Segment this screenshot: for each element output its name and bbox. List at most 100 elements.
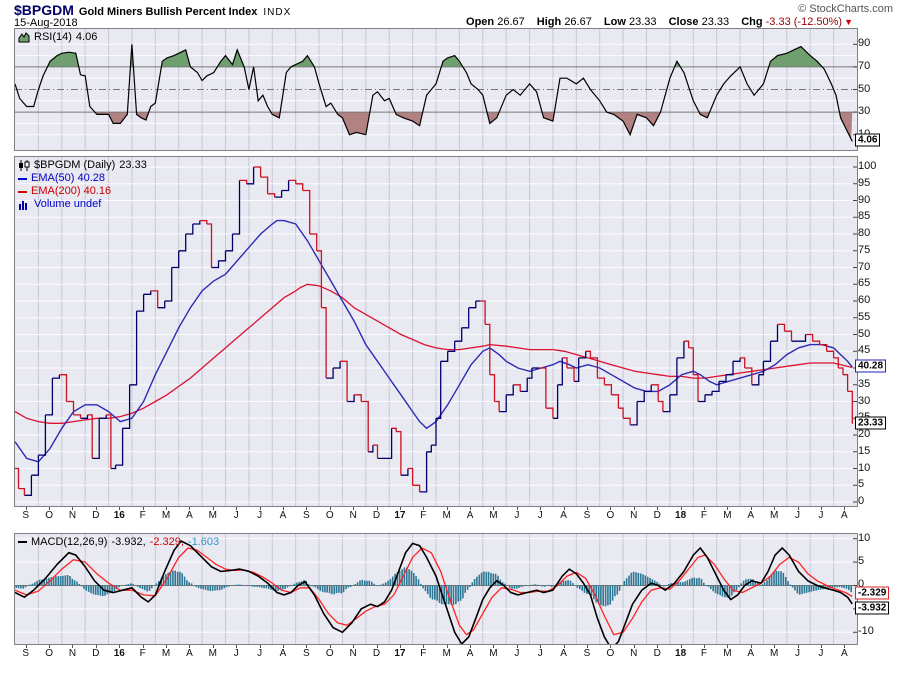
price-panel xyxy=(14,156,858,507)
y-axis-label: 15 xyxy=(858,444,871,457)
chart-header: $BPGDM Gold Miners Bullish Percent Index I… xyxy=(14,2,291,20)
x-axis-month-label: J xyxy=(537,648,543,659)
x-axis-tick xyxy=(587,645,589,648)
y-axis-label: 85 xyxy=(858,210,871,223)
y-axis-label: 5 xyxy=(858,478,865,491)
x-axis-month-label: 16 xyxy=(113,510,125,521)
ema200-dash-icon xyxy=(18,190,27,193)
rsi-legend-value: 4.06 xyxy=(75,31,98,43)
rsi-chart xyxy=(15,29,857,150)
x-axis-tick xyxy=(25,507,27,510)
y-axis-label: 50 xyxy=(858,82,871,95)
x-axis-month-label: M xyxy=(489,510,498,521)
x-axis-month-label: J xyxy=(257,510,263,521)
macd-value: -3.932, xyxy=(111,536,146,548)
x-axis-tick xyxy=(95,645,97,648)
x-axis-tick xyxy=(236,507,238,510)
x-axis-month-label: S xyxy=(22,510,30,521)
x-axis-tick xyxy=(306,507,308,510)
last-value-marker: 40.28 xyxy=(855,359,887,373)
stockcharts-copyright-link[interactable]: © StockCharts.com xyxy=(798,3,893,15)
macd-legend-label: MACD(12,26,9) xyxy=(31,536,108,548)
x-axis-month-label: J xyxy=(233,648,239,659)
x-axis-tick xyxy=(189,507,191,510)
x-axis-month-label: N xyxy=(630,648,638,659)
x-axis-tick xyxy=(727,507,729,510)
x-axis-tick xyxy=(446,507,448,510)
x-axis-tick xyxy=(516,645,518,648)
y-axis-label: 70 xyxy=(858,260,871,273)
x-axis-month-label: O xyxy=(606,510,615,521)
macd-signal-line xyxy=(15,547,853,636)
y-axis-label: 45 xyxy=(858,344,871,357)
price-legend-symbol: $BPGDM (Daily) xyxy=(34,159,116,171)
x-axis-tick xyxy=(423,645,425,648)
x-axis-month-label: A xyxy=(279,510,287,521)
x-axis-tick xyxy=(563,645,565,648)
x-axis-month-label: M xyxy=(161,648,171,659)
y-axis-label: 70 xyxy=(858,59,871,72)
x-axis-month-label: A xyxy=(466,648,474,659)
price-chart xyxy=(15,157,857,506)
x-axis-month-label: J xyxy=(257,648,263,659)
x-axis-month-label: 18 xyxy=(675,510,687,521)
x-axis-tick xyxy=(470,507,472,510)
x-axis-month-label: D xyxy=(653,648,661,659)
x-axis-main: S O N D 16 F M A M J J A S O N D 17 F M A M J J A S O N D 18 F M A M J J A xyxy=(14,507,856,527)
y-axis-label: 10 xyxy=(858,531,871,544)
x-axis-month-label: F xyxy=(139,510,146,521)
macd-histogram xyxy=(15,567,852,607)
x-axis-tick xyxy=(236,645,238,648)
last-value-marker: -2.329 xyxy=(855,586,890,600)
y-axis-label: 35 xyxy=(858,377,871,390)
x-axis-tick xyxy=(72,645,74,648)
price-y-axis: 1009590858075706560555045403530252015105… xyxy=(858,156,900,507)
x-axis-month-label: N xyxy=(349,648,357,659)
x-axis-tick xyxy=(540,507,542,510)
x-axis-month-label: J xyxy=(514,510,520,521)
x-axis-month-label: A xyxy=(840,510,848,521)
x-axis-tick xyxy=(329,507,331,510)
x-axis-month-label: A xyxy=(747,510,755,521)
y-axis-label: 0 xyxy=(858,495,865,507)
price-legend: $BPGDM (Daily) 23.33 EMA(50) 40.28 EMA(2… xyxy=(18,159,147,211)
x-axis-month-label: A xyxy=(466,510,474,521)
x-axis-month-label: S xyxy=(583,510,591,521)
ohlc-readout: Open 26.67 High 26.67 Low 23.33 Close 23… xyxy=(457,16,853,28)
close-value: 23.33 xyxy=(701,16,730,28)
y-axis-label: 30 xyxy=(858,105,871,118)
x-axis-month-label: S xyxy=(583,648,591,659)
x-axis-tick xyxy=(750,507,752,510)
x-axis-month-label: M xyxy=(161,510,171,521)
x-axis-tick xyxy=(797,507,799,510)
x-axis-tick xyxy=(282,507,284,510)
chart-date: 15-Aug-2018 xyxy=(14,17,78,29)
x-axis-tick xyxy=(470,645,472,648)
symbol-name: Gold Miners Bullish Percent Index xyxy=(78,6,258,18)
x-axis-month-label: J xyxy=(514,648,520,659)
x-axis-tick xyxy=(563,507,565,510)
candlestick-icon xyxy=(19,160,30,171)
x-axis-tick xyxy=(376,645,378,648)
x-axis-tick xyxy=(142,507,144,510)
x-axis-month-label: F xyxy=(420,648,427,659)
x-axis-month-label: O xyxy=(45,648,53,659)
volume-legend: Volume undef xyxy=(34,198,102,210)
x-axis-month-label: M xyxy=(208,510,217,521)
x-axis-tick xyxy=(774,645,776,648)
x-axis-month-label: M xyxy=(442,510,451,521)
x-axis-month-label: N xyxy=(630,510,638,521)
x-axis-tick xyxy=(166,645,168,648)
macd-dash-icon xyxy=(18,541,27,543)
x-axis-tick xyxy=(610,645,612,648)
price-legend-close: 23.33 xyxy=(119,159,147,171)
x-axis-tick xyxy=(259,645,261,648)
x-axis-tick xyxy=(820,507,822,510)
x-axis-month-label: A xyxy=(747,648,755,659)
rsi-legend: RSI(14) 4.06 xyxy=(18,31,97,43)
x-axis-month-label: D xyxy=(92,648,100,659)
x-axis-tick xyxy=(493,645,495,648)
x-axis-month-label: M xyxy=(723,648,732,659)
open-label: Open xyxy=(466,16,495,28)
rsi-legend-label: RSI(14) xyxy=(34,31,72,43)
